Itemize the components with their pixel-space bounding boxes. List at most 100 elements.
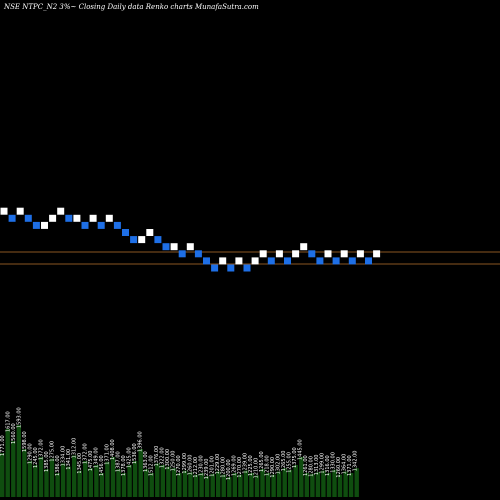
volume-bar-26 <box>144 469 149 497</box>
renko-brick-26 <box>211 264 219 272</box>
volume-label-42: 1269.00 <box>231 455 237 476</box>
chart-title: NSE NTPC_N2 3%~ Closing Daily data Renko… <box>3 3 259 11</box>
renko-brick-7 <box>57 207 65 215</box>
renko-brick-10 <box>81 221 89 229</box>
volume-bar-53 <box>293 465 298 497</box>
renko-brick-38 <box>308 250 316 258</box>
volume-label-11: 1334.00 <box>61 446 67 467</box>
volume-label-25: 1396.00 <box>138 431 144 452</box>
volume-label-36: 1230.00 <box>198 455 204 476</box>
volume-bar-57 <box>315 472 321 497</box>
volume-bar-7 <box>38 457 44 497</box>
volume-bar-18 <box>99 473 105 497</box>
renko-brick-33 <box>267 257 275 265</box>
volume-bar-39 <box>216 471 221 497</box>
volume-bar-11 <box>60 463 66 497</box>
volume-bar-30 <box>166 466 171 497</box>
volume-bar-12 <box>66 466 71 497</box>
renko-brick-30 <box>243 264 251 272</box>
volume-bar-17 <box>94 465 99 497</box>
volume-bar-61 <box>337 474 343 497</box>
volume-bar-58 <box>321 470 326 497</box>
volume-label-53: 1375.00 <box>292 447 298 468</box>
volume-label-21: 1387.00 <box>116 451 122 472</box>
volume-bar-56 <box>310 473 315 497</box>
volume-bar-37 <box>204 476 210 497</box>
volume-bar-10 <box>55 473 60 497</box>
volume-label-64: 1342.00 <box>353 451 359 472</box>
renko-brick-24 <box>194 250 202 258</box>
renko-brick-29 <box>235 257 243 265</box>
volume-bar-31 <box>171 468 177 497</box>
volume-bar-64 <box>354 468 359 497</box>
volume-bar-19 <box>105 461 110 497</box>
renko-brick-32 <box>259 250 267 258</box>
renko-brick-20 <box>162 243 170 251</box>
volume-label-27: 1512.00 <box>149 455 155 476</box>
renko-brick-23 <box>186 243 194 251</box>
volume-label-6: 1245.00 <box>33 447 39 468</box>
renko-brick-5 <box>41 221 48 229</box>
renko-brick-39 <box>316 257 324 265</box>
volume-bar-59 <box>326 473 332 497</box>
volume-bar-0 <box>0 453 5 497</box>
volume-label-23: 1425.00 <box>127 447 133 468</box>
renko-brick-2 <box>16 207 24 215</box>
renko-brick-15 <box>122 229 129 236</box>
volume-label-45: 1225.00 <box>248 455 254 476</box>
volume-bar-55 <box>304 473 309 497</box>
volume-bar-42 <box>232 473 237 497</box>
volume-bar-63 <box>348 473 354 497</box>
volume-bar-51 <box>282 468 287 497</box>
renko-brick-44 <box>356 250 364 258</box>
renko-brick-37 <box>300 243 308 251</box>
volume-label-44: 1239.00 <box>242 453 248 474</box>
volume-bar-22 <box>121 473 127 497</box>
volume-label-14: 1345.00 <box>77 453 83 474</box>
volume-label-38: 1201.00 <box>209 456 215 477</box>
volume-label-48: 1218.00 <box>264 455 270 476</box>
renko-brick-46 <box>373 250 381 258</box>
volume-label-51: 1265.00 <box>281 451 287 472</box>
renko-brick-41 <box>332 257 340 265</box>
renko-brick-18 <box>146 229 154 236</box>
volume-label-26: 1363.00 <box>143 451 149 472</box>
volume-bar-6 <box>33 465 38 497</box>
volume-label-59: 1316.00 <box>325 455 331 476</box>
volume-label-22: 1378.00 <box>121 455 127 476</box>
volume-label-10: 1386.00 <box>55 455 61 476</box>
volume-label-52: 1255.00 <box>286 452 292 473</box>
volume-label-18: 1456.00 <box>99 455 105 476</box>
volume-label-32: 1270.00 <box>176 455 182 476</box>
renko-brick-27 <box>219 257 227 265</box>
volume-bar-46 <box>254 475 260 497</box>
volume-label-55: 1261.00 <box>303 455 309 476</box>
volume-bar-48 <box>265 473 271 497</box>
volume-label-24: 1536.00 <box>132 443 138 464</box>
volume-label-4: 1598.00 <box>22 431 28 452</box>
volume-bar-13 <box>72 455 77 497</box>
volume-bar-44 <box>243 470 249 497</box>
renko-brick-11 <box>89 214 97 222</box>
volume-label-7: 1372.00 <box>39 439 45 460</box>
renko-brick-36 <box>292 250 300 258</box>
renko-brick-22 <box>178 250 186 258</box>
renko-brick-8 <box>65 214 73 222</box>
renko-brick-40 <box>324 250 332 258</box>
volume-bar-32 <box>177 473 182 497</box>
renko-brick-28 <box>227 264 235 272</box>
volume-label-16: 1475.00 <box>88 451 94 472</box>
volume-bar-60 <box>332 469 337 497</box>
volume-label-46: 1210.00 <box>253 458 259 479</box>
volume-bar-50 <box>276 471 282 497</box>
renko-brick-43 <box>348 257 356 265</box>
volume-label-29: 1322.00 <box>160 447 166 468</box>
renko-brick-25 <box>203 257 210 265</box>
volume-label-39: 1229.00 <box>215 454 221 475</box>
volume-label-2: 1560.00 <box>11 423 17 444</box>
volume-label-3: 1593.00 <box>17 407 23 428</box>
renko-brick-21 <box>170 243 178 251</box>
renko-brick-17 <box>138 236 146 244</box>
volume-bar-29 <box>160 465 165 497</box>
